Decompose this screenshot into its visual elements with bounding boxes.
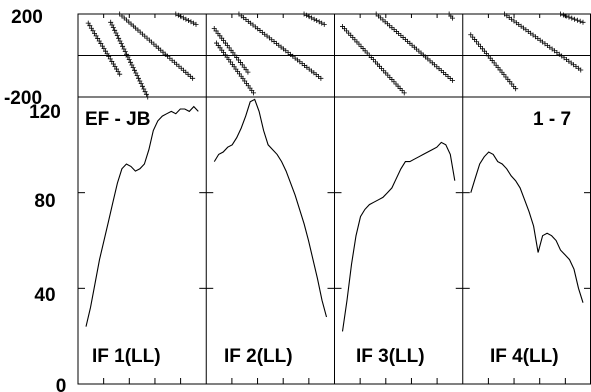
phase-point	[126, 57, 132, 63]
phase-point	[138, 81, 144, 87]
phase-point	[129, 62, 135, 68]
phase-point	[188, 19, 194, 25]
phase-point	[572, 16, 578, 22]
phase-point	[185, 17, 191, 23]
phase-point	[109, 58, 115, 64]
phase-point	[121, 46, 127, 52]
panel-label-2: IF 2(LL)	[224, 346, 293, 367]
phase-point	[513, 86, 519, 92]
amp-tick-40: 40	[34, 285, 55, 306]
phase-point	[143, 91, 149, 97]
phase-point	[107, 56, 113, 62]
phase-point	[578, 67, 584, 73]
phase-point	[178, 14, 184, 20]
phase-point	[137, 78, 143, 84]
phase-point	[120, 43, 126, 49]
phase-point	[98, 41, 104, 47]
phase-point	[130, 65, 136, 71]
phase-point	[113, 30, 119, 36]
phase-point	[85, 20, 91, 26]
phase-point	[122, 49, 128, 55]
phase-layer	[85, 11, 586, 100]
phase-point	[401, 90, 407, 96]
phase-point	[560, 12, 566, 18]
phase-point	[101, 46, 107, 52]
phase-point	[190, 20, 196, 26]
phase-point	[109, 22, 115, 28]
phase-point	[569, 15, 575, 21]
phase-point	[318, 75, 324, 81]
phase-point	[321, 21, 327, 27]
phase-point	[134, 73, 140, 79]
phase-point	[450, 77, 456, 83]
phase-point	[190, 75, 196, 81]
phase-point	[133, 70, 139, 76]
phase-point	[117, 71, 123, 77]
channel-label: 1 - 7	[533, 109, 571, 130]
phase-point	[106, 53, 112, 59]
phase-point	[142, 89, 148, 95]
phase-point	[112, 64, 118, 70]
phase-point	[139, 83, 145, 89]
phase-tick-top: 200	[11, 7, 43, 28]
phase-point	[87, 23, 93, 29]
phase-point	[125, 54, 131, 60]
phase-point	[319, 20, 325, 26]
phase-point	[132, 67, 138, 73]
frame-layer	[77, 13, 591, 385]
phase-point	[314, 17, 320, 23]
amp-tick-120: 120	[29, 102, 61, 123]
phase-point	[115, 69, 121, 75]
amp-layer	[85, 98, 584, 332]
phase-point	[574, 17, 580, 23]
baseline-label: EF - JB	[85, 109, 150, 130]
phase-point	[99, 43, 105, 49]
phase-point	[112, 27, 118, 33]
phase-point	[90, 28, 96, 34]
panel-label-3: IF 3(LL)	[356, 346, 425, 367]
phase-point	[180, 15, 186, 21]
phase-point	[114, 66, 120, 72]
phase-point	[116, 35, 122, 41]
phase-point	[135, 75, 141, 81]
phase-point	[245, 69, 251, 75]
phase-point	[114, 33, 120, 39]
phase-point	[88, 25, 94, 31]
phase-point	[92, 30, 98, 36]
amplitude-series-3	[341, 141, 456, 332]
phase-tick-bottom: -200	[4, 88, 42, 109]
phase-point	[117, 38, 123, 44]
phase-point	[580, 19, 586, 25]
phase-point	[577, 18, 583, 24]
phase-point	[96, 38, 102, 44]
amp-tick-0: 0	[56, 376, 67, 392]
phase-point	[103, 48, 109, 54]
phase-point	[311, 16, 317, 22]
phase-point	[251, 90, 257, 96]
phase-point	[93, 33, 99, 39]
phase-point	[566, 14, 572, 20]
phase-point	[183, 16, 189, 22]
amp-tick-80: 80	[34, 191, 55, 212]
panel-label-4: IF 4(LL)	[490, 346, 559, 367]
phase-point	[118, 41, 124, 47]
amplitude-series-4	[470, 151, 584, 303]
phase-point	[309, 15, 315, 21]
phase-point	[141, 86, 147, 92]
phase-point	[306, 14, 312, 20]
phase-point	[450, 15, 456, 21]
amplitude-series-2	[213, 98, 328, 318]
phase-point	[193, 21, 199, 27]
phase-point	[316, 19, 322, 25]
phase-point	[110, 25, 116, 31]
panel-label-1: IF 1(LL)	[92, 346, 161, 367]
amplitude-series-1	[85, 105, 199, 327]
phase-point	[104, 51, 110, 57]
phase-point	[124, 51, 130, 57]
phase-point	[128, 59, 134, 65]
phase-point	[95, 35, 101, 41]
phase-point	[110, 61, 116, 67]
phase-point	[108, 19, 114, 25]
